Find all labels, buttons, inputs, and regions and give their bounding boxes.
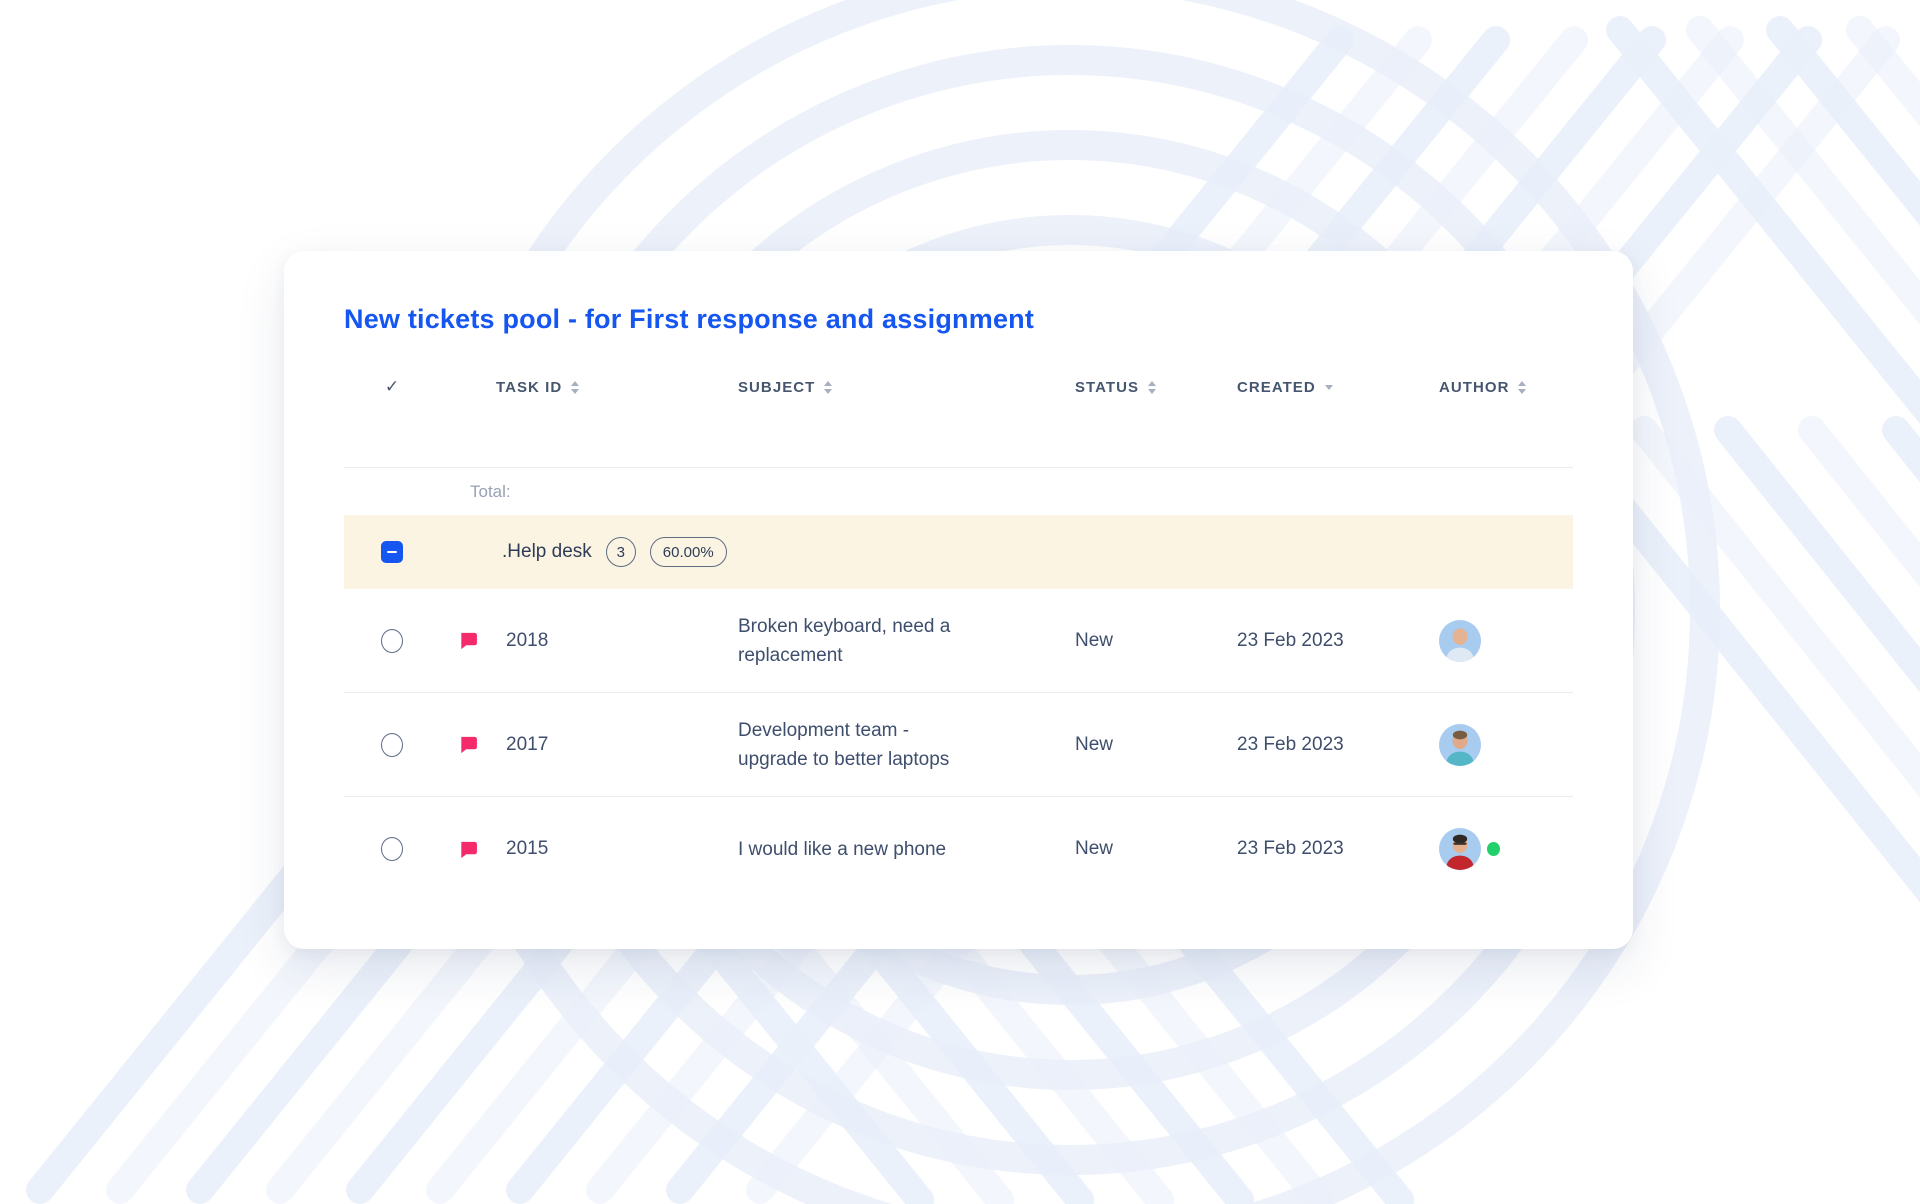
sort-icon[interactable] [824,380,833,394]
ticket-flag-icon [460,632,477,650]
sort-desc-icon[interactable] [1324,384,1333,390]
select-all-check-icon[interactable]: ✓ [384,377,400,396]
task-status: New [1075,733,1114,755]
task-status: New [1075,838,1114,859]
group-count-badge: 3 [605,537,636,567]
column-header-author[interactable]: AUTHOR [1439,379,1573,396]
row-checkbox[interactable] [381,837,403,861]
online-indicator [1487,842,1500,856]
task-subject: Development team - upgrade to better lap… [738,719,950,770]
page-title: New tickets pool - for First response an… [344,304,1035,334]
sort-icon[interactable] [571,380,580,394]
sort-icon[interactable] [1518,380,1527,394]
author-avatar [1439,723,1481,766]
task-id: 2017 [506,733,549,755]
total-label: Total: [470,481,511,501]
header-spacer [344,405,1573,467]
group-select-cell [344,541,440,563]
task-created-date: 23 Feb 2023 [1237,838,1344,859]
row-checkbox[interactable] [381,628,403,653]
author-avatar [1439,619,1481,662]
row-checkbox[interactable] [381,732,403,757]
select-all-header[interactable]: ✓ [344,377,440,397]
task-created-date: 23 Feb 2023 [1237,629,1344,651]
column-header-subject[interactable]: SUBJECT [738,379,1075,396]
task-created-date: 23 Feb 2023 [1237,733,1344,755]
column-header-status[interactable]: STATUS [1075,379,1237,396]
task-subject: I would like a new phone [738,838,947,860]
task-id: 2018 [506,629,549,651]
table-header-row: ✓ TASK ID SUBJECT STATUS CREATED AUTHOR [344,369,1573,405]
column-header-created[interactable]: CREATED [1237,379,1439,396]
tickets-card: New tickets pool - for First response an… [284,251,1633,949]
group-content: .Help desk 3 60.00% [496,537,1573,567]
ticket-row[interactable]: 2018 Broken keyboard, need a replacement… [344,589,1573,693]
ticket-flag-icon [460,736,477,754]
ticket-row[interactable]: 2017 Development team - upgrade to bette… [344,693,1573,797]
group-checkbox-indeterminate[interactable] [381,541,403,563]
task-status: New [1075,629,1114,651]
ticket-row[interactable]: 2015 I would like a new phone New 23 Feb… [344,797,1573,901]
total-row: Total: [344,467,1573,515]
group-row-help-desk[interactable]: .Help desk 3 60.00% [344,515,1573,589]
column-header-task-id[interactable]: TASK ID [496,379,738,396]
ticket-flag-icon [460,841,477,858]
group-percent-badge: 60.00% [649,537,727,567]
sort-icon[interactable] [1148,380,1157,394]
task-id: 2015 [506,838,549,859]
group-name: .Help desk [502,541,592,562]
author-avatar [1439,828,1500,870]
task-subject: Broken keyboard, need a replacement [738,615,951,666]
